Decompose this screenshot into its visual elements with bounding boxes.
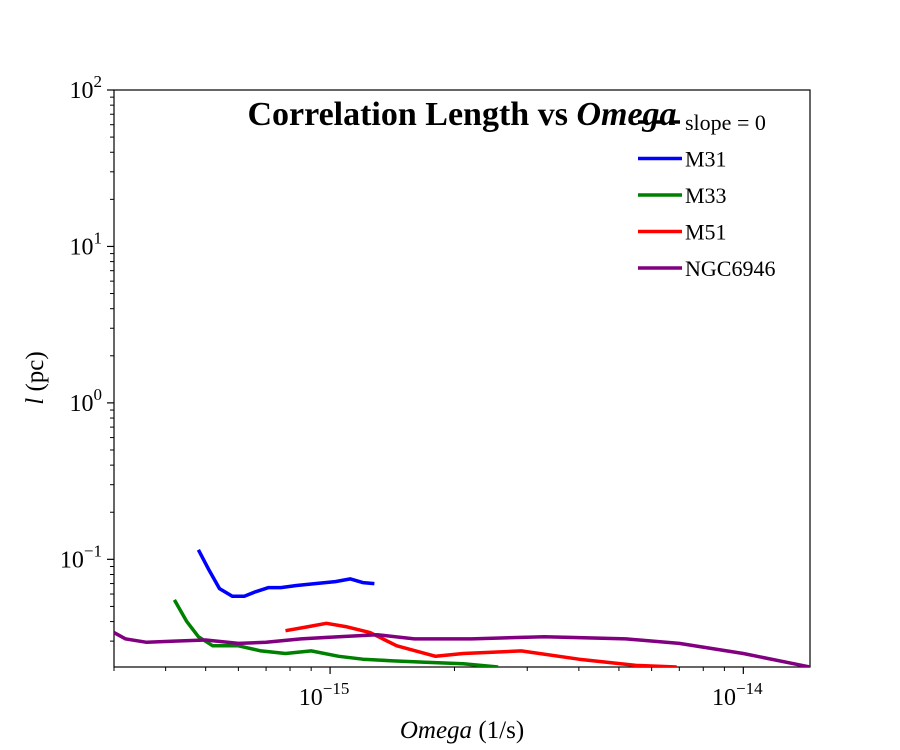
x-tick-label: 10−15	[299, 679, 350, 711]
y-tick-label: 101	[70, 228, 103, 260]
legend-label-ngc6946: NGC6946	[685, 256, 775, 281]
x-axis-label: Omega (1/s)	[400, 717, 524, 744]
y-axis-label: l (pc)	[22, 351, 49, 404]
series-line-ngc6946	[114, 631, 810, 667]
ticks-layer: 10−15 10−14 10−1 100 101 102	[60, 72, 763, 711]
y-tick-label: 10−1	[60, 541, 102, 573]
plot-area: 10−15 10−14 10−1 100 101 102	[60, 72, 811, 711]
y-tick-label: 100	[70, 385, 103, 417]
chart-title: Correlation Length vs Omega	[247, 96, 676, 133]
x-tick-label: 10−14	[712, 679, 763, 711]
legend-label-slope-0: slope = 0	[685, 110, 766, 135]
plot-frame	[113, 89, 811, 668]
series-line-m31	[196, 548, 375, 599]
series-line-m33	[172, 599, 499, 667]
legend: slope = 0 M31 M33 M51 NGC6946	[638, 110, 775, 281]
series-layer	[114, 548, 810, 667]
y-tick-label: 102	[70, 72, 103, 104]
series-line-m51	[285, 621, 677, 667]
legend-label-m31: M31	[685, 147, 727, 172]
legend-label-m51: M51	[685, 220, 727, 245]
legend-label-m33: M33	[685, 183, 727, 208]
